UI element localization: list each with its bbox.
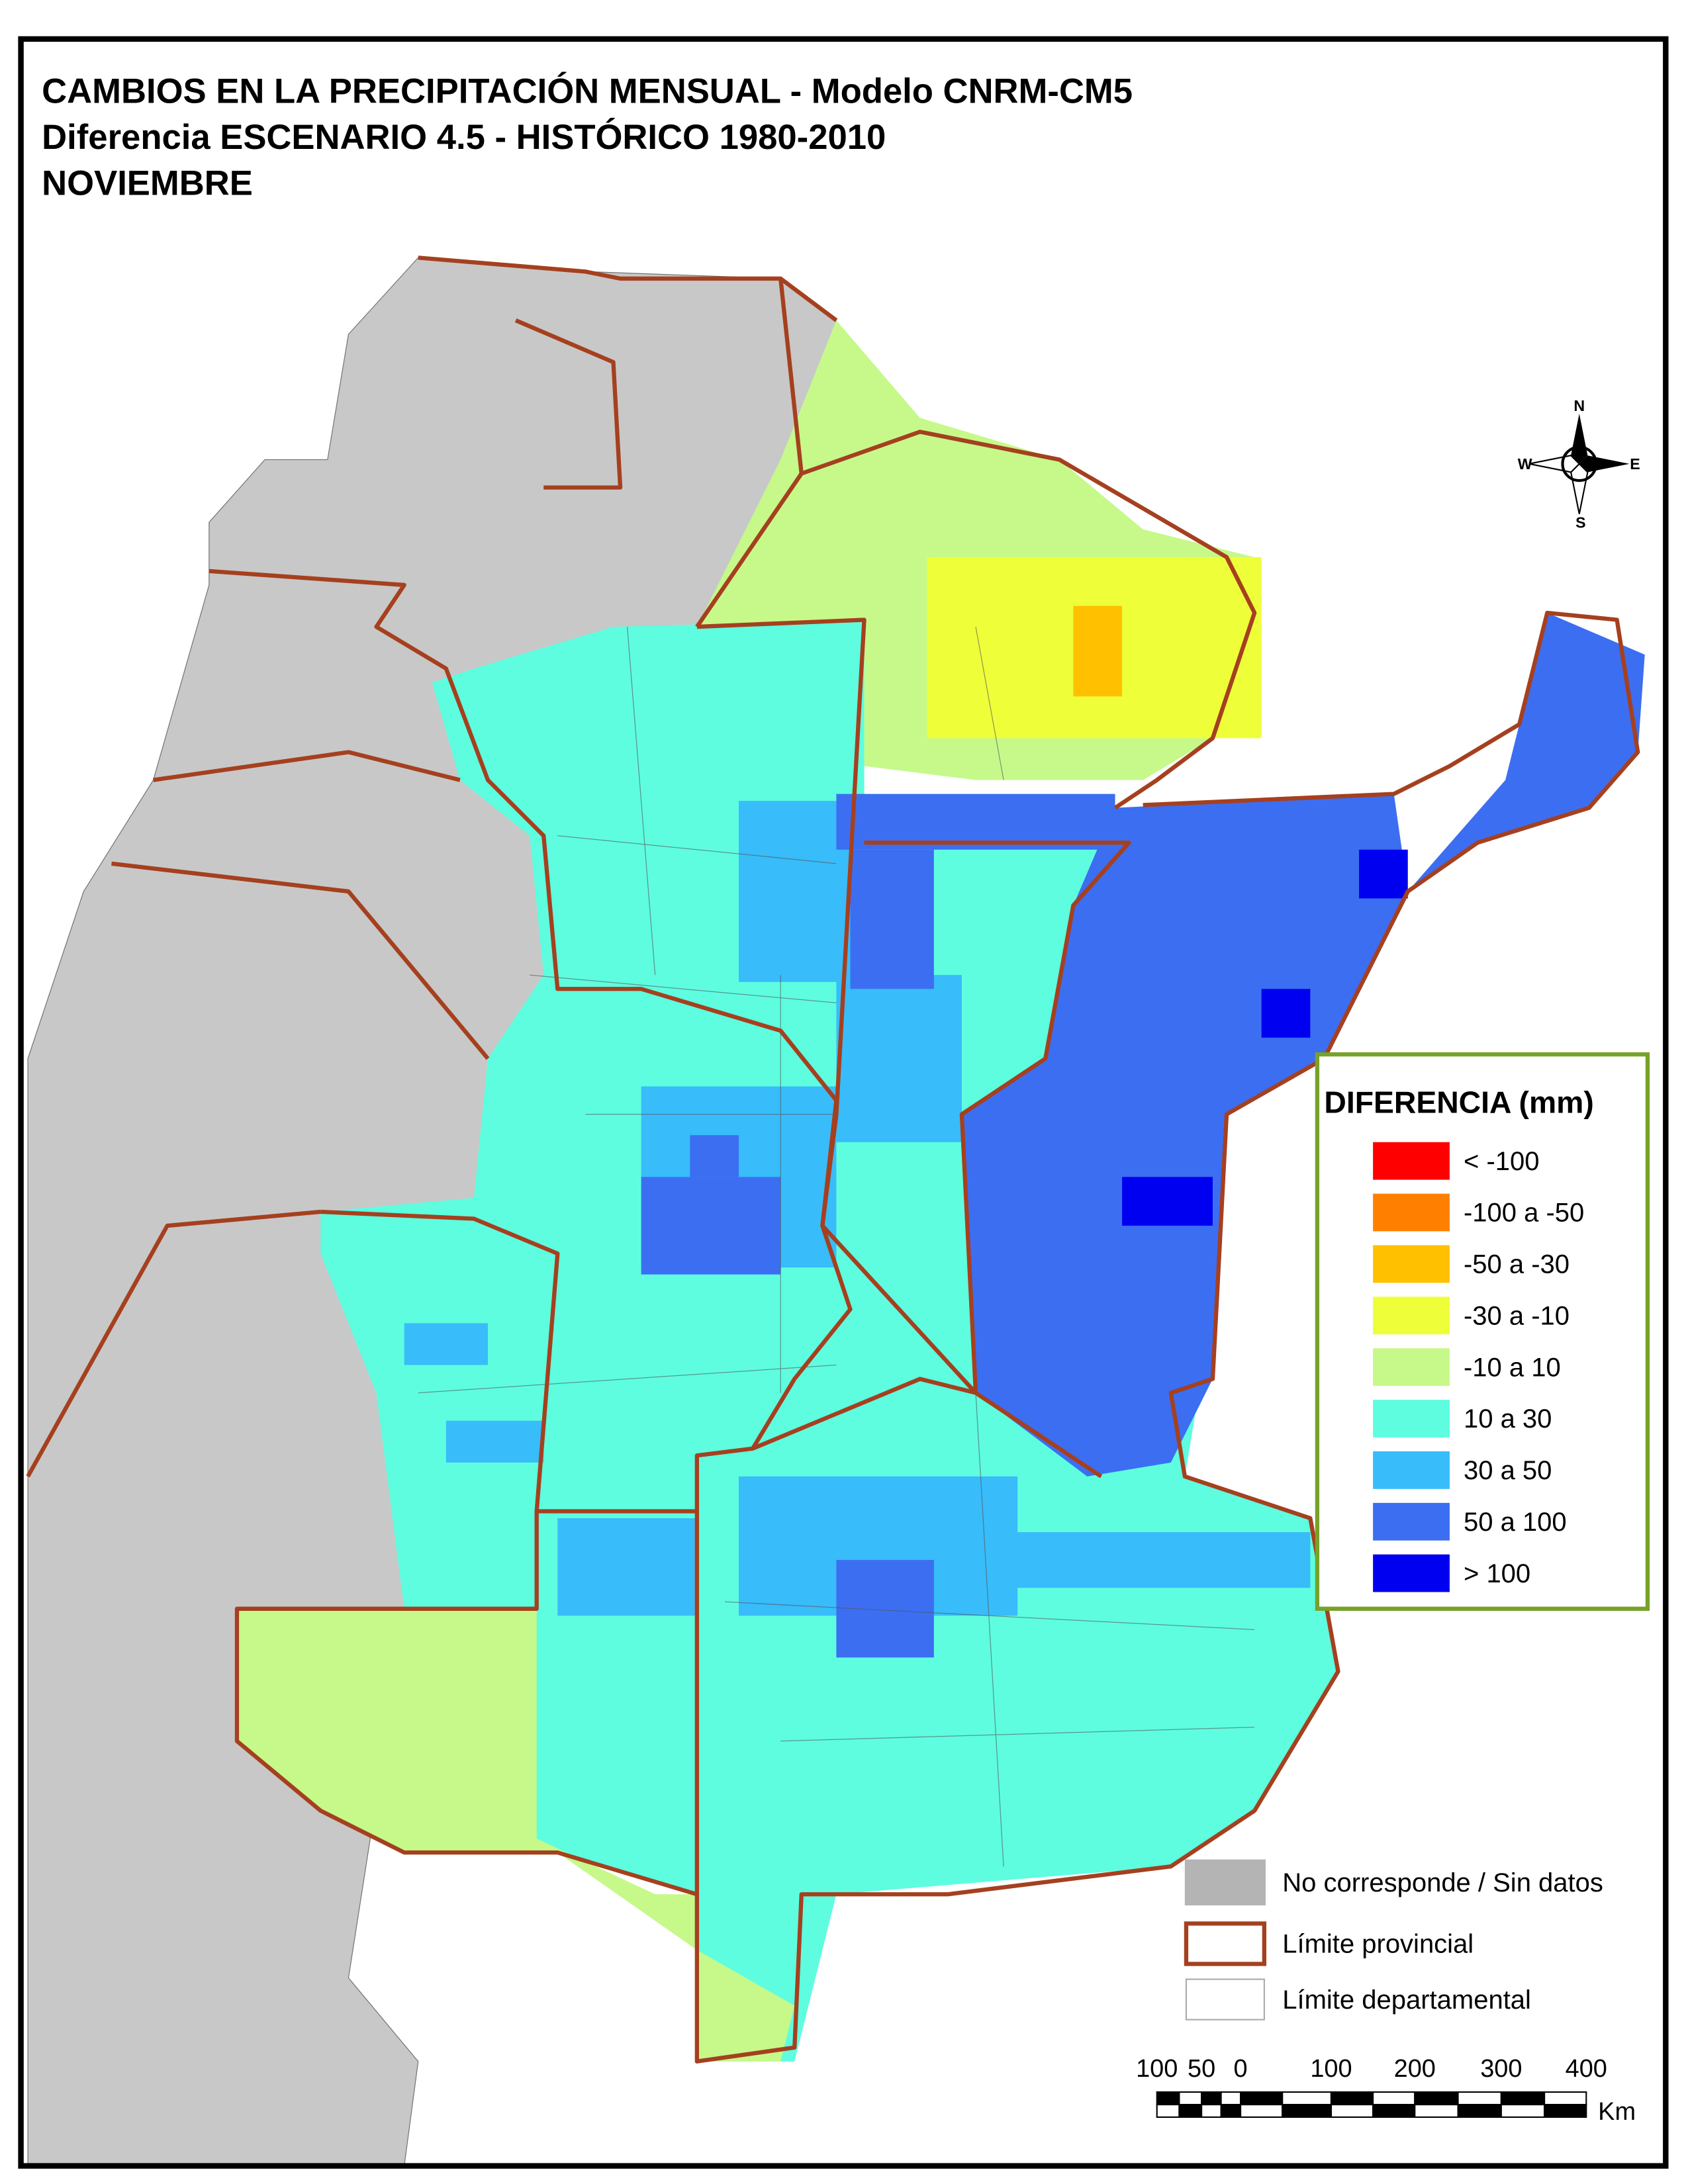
province-boundaries [26,255,1640,2064]
department-swatch [1185,1978,1265,2021]
legend-swatch [1373,1297,1450,1335]
scale-segment [1457,2091,1502,2106]
scale-segment [1282,2103,1332,2118]
scale-segment [1500,2091,1546,2106]
legend-label: < -100 [1464,1147,1540,1176]
compass-s: S [1575,514,1585,531]
legend-swatch [1373,1502,1450,1541]
scale-segment [1372,2103,1416,2118]
scale-segment [1330,2091,1374,2106]
scale-segment [1330,2103,1374,2118]
scale-segment [1457,2103,1502,2118]
scale-segment [1156,2103,1180,2118]
scale-label: 0 [1234,2055,1248,2083]
scale-label: 300 [1480,2055,1522,2083]
scale-bar: 100 50 0 100 200 300 400 Km [1136,2055,1636,2126]
reference-legend: No corresponde / Sin datos Límite provinc… [1184,1859,1603,2021]
scale-segment [1201,2103,1222,2118]
legend-title: DIFERENCIA (mm) [1324,1085,1593,1120]
scale-segment [1201,2091,1222,2106]
no-data-swatch [1184,1859,1266,1906]
reference-label: No corresponde / Sin datos [1282,1868,1603,1897]
zone-minus10-10 [236,1608,795,2062]
legend-label: -30 a -10 [1464,1301,1570,1330]
scale-segment [1414,2103,1459,2118]
legend-label: > 100 [1464,1559,1530,1588]
scale-label: 400 [1566,2055,1607,2083]
map-body [26,255,1645,2167]
scale-segment [1500,2103,1546,2118]
legend-swatch [1373,1193,1450,1232]
legend-swatch [1373,1348,1450,1387]
reference-label: Límite departamental [1282,1985,1531,2015]
scale-segment [1544,2091,1587,2106]
compass-w: W [1518,455,1532,473]
scale-segment [1178,2091,1203,2106]
scale-segment [1220,2091,1242,2106]
compass-e: E [1630,455,1640,473]
frame [18,36,1669,2169]
legend-swatch [1373,1142,1450,1180]
reference-label: Límite provincial [1282,1930,1474,1959]
legend-label: 30 a 50 [1464,1456,1552,1485]
legend-label: -100 a -50 [1464,1199,1584,1228]
scale-label: 200 [1394,2055,1436,2083]
scale-segment [1220,2103,1242,2118]
legend-swatch [1373,1451,1450,1489]
scale-label: 100 [1310,2055,1352,2083]
department-boundaries [418,626,1255,1867]
legend-label: -50 a -30 [1464,1250,1570,1279]
legend-swatch [1373,1245,1450,1283]
zone-over-100 [1122,849,1408,1226]
scale-segment [1178,2103,1203,2118]
legend-box [1315,1052,1650,1611]
north-arrow: N S E W [1518,397,1640,531]
province-swatch [1184,1921,1267,1966]
legend-swatch [1373,1400,1450,1437]
title-line: NOVIEMBRE [42,164,253,203]
scale-label: 50 [1188,2055,1215,2083]
title-line: Diferencia ESCENARIO 4.5 - HISTÓRICO 198… [42,118,886,157]
compass-n: N [1573,397,1585,414]
zone-50-100 [641,613,1645,1658]
scale-segment [1544,2103,1587,2118]
scale-segment [1372,2091,1416,2106]
scale-label: 100 [1136,2055,1178,2083]
scale-segment [1156,2091,1180,2106]
legend-items: < -100 -100 a -50 -50 a -30 -30 a -10 -10 a … [1373,1142,1584,1592]
scale-segment [1240,2091,1284,2106]
scale-segment [1414,2091,1459,2106]
zone-minus50-minus30 [1073,606,1123,697]
scale-unit: Km [1598,2098,1636,2126]
legend-label: 50 a 100 [1464,1508,1567,1537]
scale-segment [1240,2103,1284,2118]
legend-label: -10 a 10 [1464,1353,1561,1382]
scale-segment [1282,2091,1332,2106]
legend-label: 10 a 30 [1464,1404,1552,1433]
title-line: CAMBIOS EN LA PRECIPITACIÓN MENSUAL - Mo… [42,72,1133,111]
legend-swatch [1373,1554,1450,1592]
